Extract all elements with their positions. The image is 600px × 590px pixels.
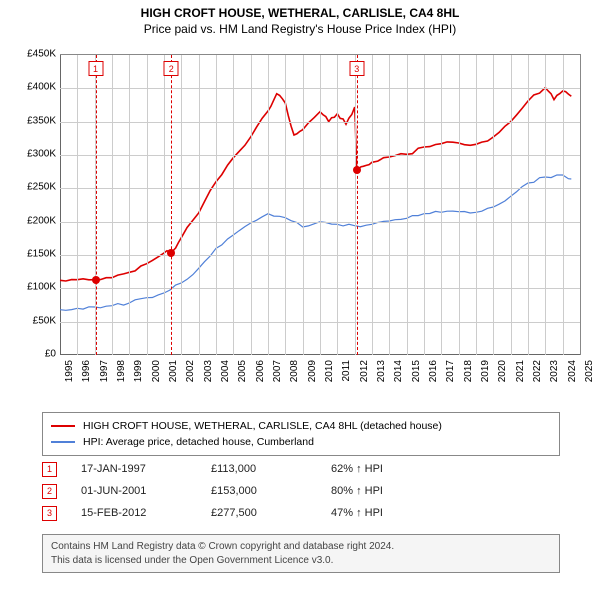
y-tick-label: £200K [6,215,56,226]
y-tick-label: £50K [6,315,56,326]
x-tick-label: 1997 [99,360,110,400]
x-tick-label: 2004 [220,360,231,400]
x-tick-label: 1995 [64,360,75,400]
y-tick-label: £350K [6,115,56,126]
event-marker: 3 [349,61,364,76]
tx-marker: 3 [42,506,57,521]
tx-date: 15-FEB-2012 [81,507,211,519]
table-row: 1 17-JAN-1997 £113,000 62% ↑ HPI [42,458,560,480]
y-tick-label: £150K [6,249,56,260]
transactions-table: 1 17-JAN-1997 £113,000 62% ↑ HPI 2 01-JU… [42,458,560,524]
tx-delta: 62% ↑ HPI [331,463,441,475]
chart-title: HIGH CROFT HOUSE, WETHERAL, CARLISLE, CA… [0,6,600,20]
event-line [96,55,97,355]
x-tick-label: 2002 [185,360,196,400]
tx-date: 01-JUN-2001 [81,485,211,497]
x-tick-label: 2005 [237,360,248,400]
x-tick-label: 2020 [497,360,508,400]
y-tick-label: £450K [6,49,56,60]
table-row: 3 15-FEB-2012 £277,500 47% ↑ HPI [42,502,560,524]
y-tick-label: £250K [6,182,56,193]
x-tick-label: 2007 [272,360,283,400]
x-tick-label: 2013 [376,360,387,400]
chart: 123 £0£50K£100K£150K£200K£250K£300K£350K… [10,44,590,400]
table-row: 2 01-JUN-2001 £153,000 80% ↑ HPI [42,480,560,502]
event-line [171,55,172,355]
legend-item: HPI: Average price, detached house, Cumb… [51,434,551,450]
tx-marker: 1 [42,462,57,477]
tx-delta: 80% ↑ HPI [331,485,441,497]
event-point [167,249,175,257]
x-tick-label: 2018 [463,360,474,400]
x-tick-label: 2024 [567,360,578,400]
legend-item: HIGH CROFT HOUSE, WETHERAL, CARLISLE, CA… [51,418,551,434]
x-tick-label: 2023 [549,360,560,400]
attribution-line: Contains HM Land Registry data © Crown c… [51,540,551,554]
x-tick-label: 2001 [168,360,179,400]
legend-swatch [51,425,75,427]
event-point [92,276,100,284]
series-hpi [60,175,571,310]
x-tick-label: 2017 [445,360,456,400]
x-tick-label: 1998 [116,360,127,400]
title-block: HIGH CROFT HOUSE, WETHERAL, CARLISLE, CA… [0,0,600,36]
event-point [353,166,361,174]
x-tick-label: 2022 [532,360,543,400]
tx-delta: 47% ↑ HPI [331,507,441,519]
x-tick-label: 2012 [359,360,370,400]
event-marker: 2 [164,61,179,76]
chart-subtitle: Price paid vs. HM Land Registry's House … [0,22,600,36]
y-tick-label: £0 [6,349,56,360]
x-tick-label: 2003 [203,360,214,400]
x-tick-label: 2009 [307,360,318,400]
x-tick-label: 2021 [515,360,526,400]
page-root: HIGH CROFT HOUSE, WETHERAL, CARLISLE, CA… [0,0,600,590]
x-tick-label: 2016 [428,360,439,400]
series-property [60,88,571,281]
y-tick-label: £400K [6,82,56,93]
x-tick-label: 2008 [289,360,300,400]
x-tick-label: 2019 [480,360,491,400]
x-tick-label: 2015 [411,360,422,400]
x-tick-label: 1996 [81,360,92,400]
y-tick-label: £300K [6,149,56,160]
plot-area: 1 2 3 [60,54,581,355]
tx-marker: 2 [42,484,57,499]
x-tick-label: 2010 [324,360,335,400]
event-line [357,55,358,355]
x-tick-label: 2011 [341,360,352,400]
y-tick-label: £100K [6,282,56,293]
x-tick-label: 2006 [255,360,266,400]
event-marker: 1 [88,61,103,76]
legend-label: HIGH CROFT HOUSE, WETHERAL, CARLISLE, CA… [83,420,442,432]
x-tick-label: 1999 [133,360,144,400]
attribution-line: This data is licensed under the Open Gov… [51,554,551,568]
legend: HIGH CROFT HOUSE, WETHERAL, CARLISLE, CA… [42,412,560,456]
tx-date: 17-JAN-1997 [81,463,211,475]
attribution: Contains HM Land Registry data © Crown c… [42,534,560,573]
tx-price: £113,000 [211,463,331,475]
legend-label: HPI: Average price, detached house, Cumb… [83,436,314,448]
tx-price: £153,000 [211,485,331,497]
tx-price: £277,500 [211,507,331,519]
x-tick-label: 2025 [584,360,595,400]
x-tick-label: 2014 [393,360,404,400]
legend-swatch [51,441,75,443]
x-tick-label: 2000 [151,360,162,400]
